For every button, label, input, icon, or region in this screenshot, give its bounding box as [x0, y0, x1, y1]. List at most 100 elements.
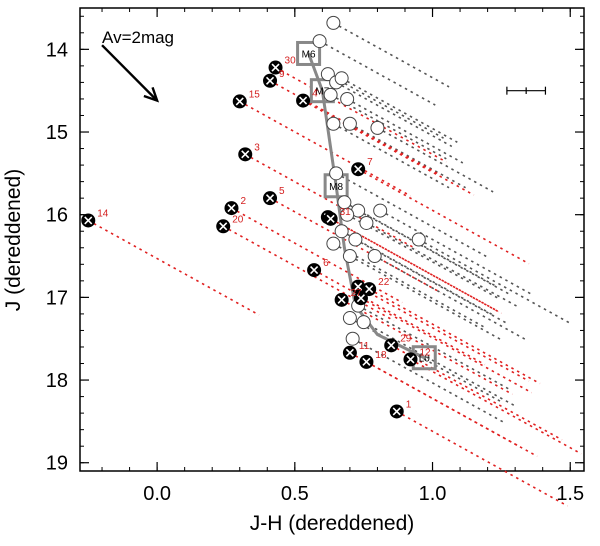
open-circle-point	[367, 249, 382, 264]
spectral-type-square	[296, 40, 322, 66]
data-points: 14 20 2 15 3 5 309 4 6 31 7 22 27 11 18 29 12 1	[81, 15, 431, 419]
x-axis-title: J-H (dereddened)	[250, 512, 415, 535]
reddening-track	[360, 297, 533, 394]
reddening-track	[244, 153, 417, 250]
spectral-type-label: M7	[315, 87, 329, 98]
source-cross	[356, 294, 365, 303]
annotations: Av=2mag	[101, 28, 547, 103]
source-label: 15	[249, 89, 261, 100]
reddening-track	[349, 123, 466, 189]
open-circle-point	[340, 91, 355, 106]
x-tick-label: 1.0	[419, 483, 447, 505]
source-label: 22	[378, 277, 390, 288]
open-circle-point	[312, 34, 327, 49]
open-circle-point	[411, 232, 426, 247]
source-label: 27	[351, 288, 363, 299]
source-cross	[271, 63, 280, 72]
open-circle-point	[348, 232, 363, 247]
reddening-track	[332, 123, 450, 189]
reddening-track	[275, 66, 447, 163]
open-circle-point	[342, 116, 357, 131]
reddening-arrow	[101, 44, 158, 102]
reddening-track	[313, 269, 486, 366]
sequence-line	[307, 52, 425, 360]
reddening-track	[332, 22, 450, 88]
reddening-track	[332, 242, 486, 329]
open-circle-point	[345, 331, 360, 346]
source-cross	[265, 76, 275, 85]
reddening-track	[366, 222, 519, 308]
y-axis-title: J (dereddened)	[2, 169, 25, 311]
source-cross	[345, 348, 354, 357]
reddening-track	[368, 288, 541, 385]
y-tick-label: 19	[46, 453, 68, 475]
reddening-label: Av=2mag	[102, 28, 174, 47]
source-cross	[84, 216, 93, 225]
source-label: 3	[254, 142, 260, 153]
source-cross	[387, 341, 396, 350]
reddening-track	[341, 77, 458, 143]
reddening-track	[330, 94, 447, 160]
reddening-track	[327, 73, 444, 139]
open-circle-point	[323, 87, 338, 102]
source-label: 29	[400, 333, 412, 344]
open-circle-point	[334, 224, 349, 239]
source-cross	[406, 355, 415, 364]
source-label: 30	[285, 56, 297, 67]
source-label: 4	[312, 89, 318, 100]
reddening-track	[357, 285, 530, 382]
source-label: 20	[232, 214, 244, 225]
open-circle-point	[356, 315, 371, 330]
source-cross	[241, 150, 250, 159]
open-circle-point	[340, 207, 355, 222]
source-cross	[362, 357, 371, 366]
open-circle-point	[326, 15, 341, 30]
x-tick-label: 0.0	[143, 483, 171, 505]
source-label: 31	[340, 207, 352, 218]
y-tick-label: 15	[46, 122, 68, 144]
open-circle-point	[329, 166, 344, 181]
y-tick-label: 18	[46, 370, 68, 392]
open-circle-point	[370, 120, 385, 135]
y-tick-label: 14	[46, 39, 68, 61]
source-label: 18	[375, 350, 387, 361]
reddening-track	[87, 219, 260, 316]
source-cross	[354, 165, 363, 174]
reddening-track	[349, 317, 502, 403]
reddening-track	[410, 358, 582, 455]
y-tick-label: 17	[46, 287, 68, 309]
source-label: 9	[279, 69, 285, 80]
open-circle-point	[342, 311, 357, 326]
source-label: 12	[419, 347, 431, 358]
source-cross	[337, 295, 346, 304]
reddening-track	[357, 209, 511, 296]
open-circle-point	[342, 249, 357, 264]
reddening-track	[349, 255, 502, 341]
reddening-track	[379, 209, 533, 296]
open-circle-point	[334, 71, 349, 86]
open-circle-point	[326, 116, 341, 131]
source-cross	[299, 96, 308, 105]
source-label: 5	[279, 186, 285, 197]
source-label: 6	[323, 258, 329, 269]
reddening-track	[346, 213, 500, 300]
x-tick-label: 1.5	[556, 483, 584, 505]
spectral-type-label: M6	[302, 49, 316, 60]
open-circle-point	[320, 67, 335, 82]
source-cross	[354, 282, 363, 291]
reddening-track	[239, 100, 411, 197]
open-circle-point	[326, 236, 341, 251]
open-circle-point	[373, 203, 388, 218]
reddening-track	[302, 99, 475, 196]
reddening-track	[374, 255, 527, 341]
reddening-track	[363, 321, 516, 407]
reddening-track	[418, 238, 571, 324]
reddening-track	[319, 40, 436, 106]
source-label: 14	[97, 208, 109, 219]
source-cross	[219, 222, 228, 231]
reddening-track	[396, 410, 568, 507]
x-tick-label: 0.5	[281, 483, 309, 505]
